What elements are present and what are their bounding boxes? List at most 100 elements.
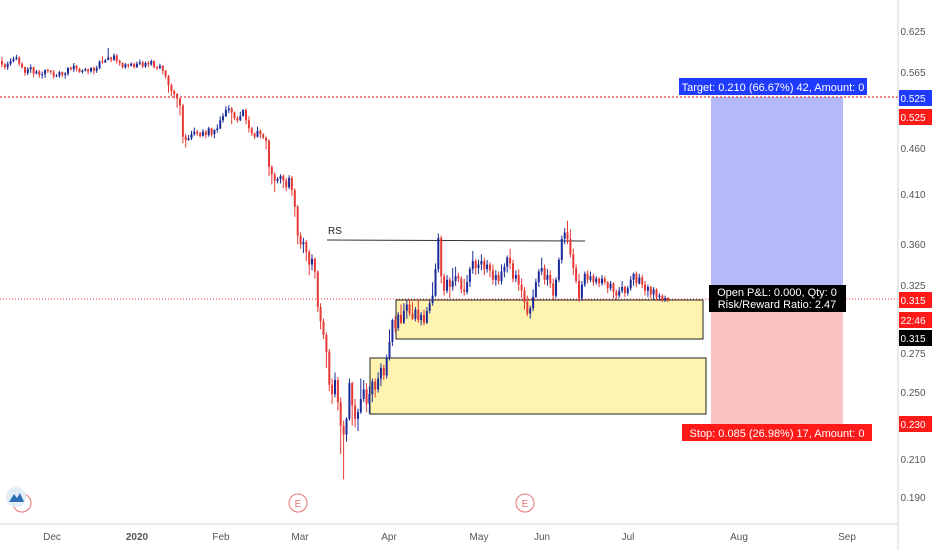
candle-body[interactable]	[400, 314, 402, 323]
candle-body[interactable]	[242, 110, 245, 117]
candle-body[interactable]	[273, 174, 276, 181]
candle-body[interactable]	[451, 281, 454, 287]
candle-body[interactable]	[526, 301, 529, 314]
candle-body[interactable]	[632, 273, 635, 280]
candle-body[interactable]	[87, 69, 90, 72]
candle-body[interactable]	[566, 232, 569, 239]
candle-body[interactable]	[434, 269, 437, 296]
candle-body[interactable]	[606, 282, 609, 289]
candle-body[interactable]	[81, 70, 84, 73]
candle-body[interactable]	[127, 64, 130, 66]
candle-body[interactable]	[176, 94, 179, 99]
candle-body[interactable]	[288, 177, 291, 188]
candle-body[interactable]	[615, 291, 618, 296]
candle-body[interactable]	[58, 72, 61, 76]
candle-body[interactable]	[592, 276, 595, 283]
candle-body[interactable]	[486, 264, 489, 270]
candle-body[interactable]	[67, 67, 69, 74]
candle-body[interactable]	[431, 295, 434, 304]
candle-body[interactable]	[523, 290, 526, 302]
candle-body[interactable]	[336, 380, 339, 403]
candle-body[interactable]	[497, 275, 500, 281]
candle-body[interactable]	[649, 287, 652, 295]
candle-body[interactable]	[124, 64, 127, 68]
candle-body[interactable]	[15, 57, 18, 59]
candle-body[interactable]	[503, 266, 506, 272]
candle-body[interactable]	[388, 341, 391, 358]
candle-body[interactable]	[270, 167, 273, 175]
candle-body[interactable]	[402, 310, 405, 323]
target-zone[interactable]	[711, 97, 843, 299]
candle-body[interactable]	[78, 68, 81, 73]
candle-body[interactable]	[368, 394, 371, 404]
candle-body[interactable]	[635, 273, 638, 284]
event-marker-3[interactable]: E	[515, 493, 535, 513]
candle-body[interactable]	[394, 320, 397, 328]
candle-body[interactable]	[655, 289, 658, 297]
candle-body[interactable]	[319, 307, 322, 322]
candle-body[interactable]	[276, 178, 279, 181]
candle-body[interactable]	[121, 63, 124, 68]
candle-body[interactable]	[150, 61, 153, 65]
candle-body[interactable]	[101, 61, 104, 63]
candle-body[interactable]	[514, 275, 517, 279]
candle-body[interactable]	[64, 73, 67, 75]
candle-body[interactable]	[359, 399, 362, 413]
candle-body[interactable]	[222, 116, 224, 121]
candle-body[interactable]	[652, 289, 655, 295]
candle-body[interactable]	[156, 67, 158, 69]
candle-body[interactable]	[586, 273, 589, 280]
candle-body[interactable]	[181, 105, 184, 137]
candle-body[interactable]	[575, 268, 578, 281]
candle-body[interactable]	[201, 131, 204, 136]
candle-body[interactable]	[316, 271, 319, 308]
candle-body[interactable]	[374, 381, 377, 390]
candle-body[interactable]	[646, 287, 649, 291]
candle-body[interactable]	[569, 238, 572, 255]
candle-body[interactable]	[417, 309, 420, 321]
candle-body[interactable]	[199, 133, 202, 136]
candle-body[interactable]	[299, 235, 302, 245]
candle-body[interactable]	[664, 298, 667, 300]
candle-body[interactable]	[282, 176, 285, 181]
candle-body[interactable]	[72, 65, 75, 70]
candle-body[interactable]	[583, 273, 586, 285]
candle-body[interactable]	[219, 120, 222, 129]
candle-body[interactable]	[44, 70, 47, 75]
candle-body[interactable]	[474, 261, 477, 268]
candle-body[interactable]	[233, 112, 236, 118]
candle-body[interactable]	[509, 257, 512, 264]
candle-body[interactable]	[555, 279, 557, 296]
candle-body[interactable]	[420, 314, 423, 321]
candle-body[interactable]	[348, 383, 351, 419]
candle-body[interactable]	[26, 69, 29, 73]
candle-body[interactable]	[448, 279, 451, 287]
candle-body[interactable]	[354, 405, 357, 419]
candle-body[interactable]	[110, 57, 113, 60]
candle-body[interactable]	[589, 276, 592, 280]
candle-body[interactable]	[49, 70, 52, 73]
resistance-line[interactable]	[326, 239, 586, 242]
candle-body[interactable]	[546, 275, 549, 280]
candle-body[interactable]	[483, 261, 486, 270]
candle-body[interactable]	[437, 237, 440, 270]
candle-body[interactable]	[517, 275, 520, 285]
candle-body[interactable]	[170, 85, 173, 91]
candle-body[interactable]	[423, 314, 425, 323]
candle-body[interactable]	[187, 138, 190, 140]
candle-body[interactable]	[193, 131, 196, 135]
candle-body[interactable]	[623, 287, 626, 294]
candle-body[interactable]	[265, 137, 268, 141]
candle-body[interactable]	[563, 232, 566, 239]
candle-body[interactable]	[641, 277, 644, 285]
candle-body[interactable]	[534, 282, 537, 297]
candle-body[interactable]	[113, 55, 115, 60]
candle-body[interactable]	[296, 206, 299, 236]
candle-body[interactable]	[661, 295, 664, 300]
candle-body[interactable]	[84, 69, 87, 71]
candle-body[interactable]	[95, 67, 98, 71]
candle-body[interactable]	[141, 62, 144, 67]
candle-body[interactable]	[12, 58, 15, 61]
candle-body[interactable]	[115, 55, 118, 62]
